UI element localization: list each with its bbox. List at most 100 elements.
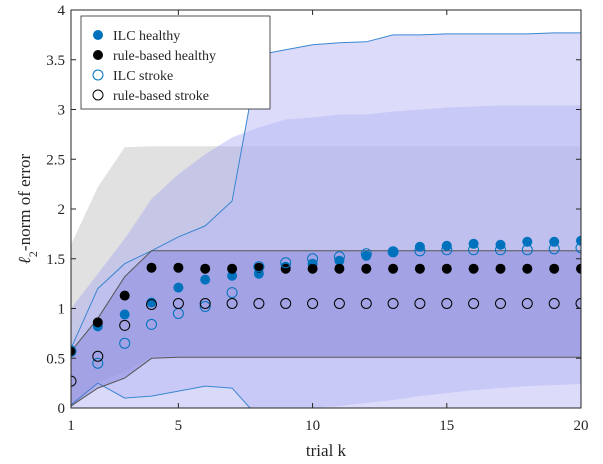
point-ilc-stroke-15 [441, 244, 453, 256]
point-rule-based-healthy-19 [549, 263, 560, 274]
point-ilc-stroke-8 [253, 261, 265, 273]
y-tick-label-0.5: 0.5 [46, 351, 65, 367]
point-rule-based-stroke-18 [521, 298, 533, 309]
x-tick-label-1: 1 [67, 418, 75, 434]
point-ilc-healthy-18 [522, 236, 533, 247]
point-ilc-stroke-12 [360, 248, 372, 260]
point-rule-based-healthy-16 [468, 263, 479, 274]
point-rule-based-stroke-2 [92, 350, 104, 362]
legend-label-ilc-healthy: ILC healthy [113, 29, 180, 44]
point-rule-based-stroke-19 [548, 298, 560, 309]
point-rule-based-healthy-4 [146, 262, 157, 273]
point-ilc-healthy-11 [334, 255, 345, 266]
point-ilc-healthy-3 [119, 309, 130, 320]
legend-marker-ilc-stroke [92, 69, 104, 81]
legend-marker-rule-based-healthy [93, 50, 103, 60]
point-rule-based-healthy-18 [522, 263, 533, 274]
point-ilc-healthy-7 [227, 270, 238, 281]
point-rule-based-stroke-3 [119, 319, 131, 331]
point-ilc-stroke-4 [146, 318, 157, 330]
point-rule-based-stroke-15 [441, 298, 453, 309]
point-rule-based-healthy-6 [200, 263, 211, 274]
point-ilc-stroke-7 [226, 287, 238, 299]
y-axis-label: ℓ2-norm of error [15, 154, 40, 265]
point-rule-based-stroke-17 [495, 298, 506, 309]
point-rule-based-healthy-17 [495, 263, 506, 274]
legend-label-rule-based-stroke: rule-based stroke [113, 89, 209, 104]
point-rule-based-stroke-8 [253, 298, 265, 309]
point-ilc-stroke-9 [280, 257, 292, 269]
legend: ILC healthy rule-based healthy ILC strok… [80, 15, 271, 110]
point-rule-based-healthy-12 [361, 263, 372, 274]
legend-box [80, 15, 271, 110]
point-rule-based-stroke-14 [414, 298, 426, 309]
point-ilc-healthy-16 [468, 238, 479, 249]
point-ilc-stroke-13 [387, 246, 399, 258]
point-rule-based-stroke-11 [333, 298, 345, 309]
point-rule-based-stroke-20 [575, 298, 581, 309]
point-ilc-stroke-17 [495, 244, 506, 256]
point-rule-based-healthy-5 [173, 262, 184, 273]
point-ilc-stroke-1 [71, 345, 77, 357]
confidence-bands [71, 32, 581, 408]
point-ilc-stroke-18 [521, 244, 533, 256]
point-rule-based-stroke-12 [360, 298, 372, 309]
y-axis-label-text: -norm of error [15, 154, 34, 252]
point-rule-based-stroke-9 [280, 298, 292, 309]
point-ilc-stroke-3 [119, 337, 131, 349]
point-rule-based-stroke-16 [468, 298, 480, 309]
legend-marker-ilc-healthy [93, 30, 103, 40]
point-ilc-healthy-14 [414, 241, 425, 252]
legend-marker-rule-based-stroke [92, 89, 104, 101]
point-rule-based-healthy-1 [71, 346, 76, 357]
point-ilc-healthy-6 [200, 274, 211, 285]
y-tick-label-0: 0 [58, 401, 66, 417]
band-rule-based-healthy [71, 250, 581, 407]
point-ilc-stroke-2 [92, 357, 104, 369]
point-rule-based-stroke-1 [71, 375, 77, 387]
y-axis-label-subscript: 2 [26, 251, 40, 257]
point-ilc-healthy-13 [388, 246, 399, 257]
legend-label-rule-based-healthy: rule-based healthy [113, 49, 216, 64]
y-tick-label-2: 2 [58, 202, 66, 218]
point-ilc-stroke-20 [575, 242, 581, 254]
point-rule-based-stroke-13 [387, 298, 399, 309]
point-ilc-healthy-15 [441, 240, 452, 251]
point-ilc-healthy-5 [173, 282, 184, 293]
point-ilc-stroke-10 [307, 253, 319, 265]
data-points [71, 235, 581, 387]
y-tick-label-1.5: 1.5 [46, 252, 65, 268]
point-rule-based-stroke-7 [226, 298, 238, 309]
point-rule-based-healthy-13 [388, 263, 399, 274]
point-rule-based-stroke-4 [146, 299, 157, 310]
point-rule-based-healthy-8 [253, 262, 264, 273]
point-rule-based-healthy-3 [119, 290, 130, 301]
y-axis-label-symbol: ℓ [15, 257, 34, 264]
x-tick-label-5: 5 [175, 418, 183, 434]
point-rule-based-stroke-5 [172, 298, 184, 309]
point-rule-based-healthy-15 [441, 263, 452, 274]
point-ilc-stroke-6 [199, 301, 211, 312]
y-tick-label-1: 1 [58, 302, 66, 318]
point-rule-based-healthy-2 [92, 317, 103, 328]
point-rule-based-healthy-10 [307, 263, 318, 274]
point-ilc-stroke-19 [548, 243, 560, 255]
point-rule-based-healthy-9 [280, 263, 291, 274]
y-tick-label-4: 4 [58, 3, 66, 19]
x-axis-label: trial k [306, 441, 347, 460]
x-tick-label-20: 20 [574, 418, 589, 434]
y-tick-label-3: 3 [58, 103, 66, 119]
point-rule-based-healthy-11 [334, 263, 345, 274]
point-ilc-stroke-16 [468, 244, 480, 256]
point-rule-based-healthy-20 [576, 263, 581, 274]
y-tick-label-2.5: 2.5 [46, 152, 65, 168]
point-rule-based-healthy-14 [414, 263, 425, 274]
point-rule-based-stroke-6 [199, 298, 211, 309]
x-tick-label-10: 10 [305, 418, 320, 434]
point-rule-based-stroke-10 [307, 298, 319, 309]
point-ilc-stroke-11 [333, 251, 345, 263]
y-tick-label-3.5: 3.5 [46, 53, 65, 69]
point-rule-based-healthy-7 [227, 263, 238, 274]
